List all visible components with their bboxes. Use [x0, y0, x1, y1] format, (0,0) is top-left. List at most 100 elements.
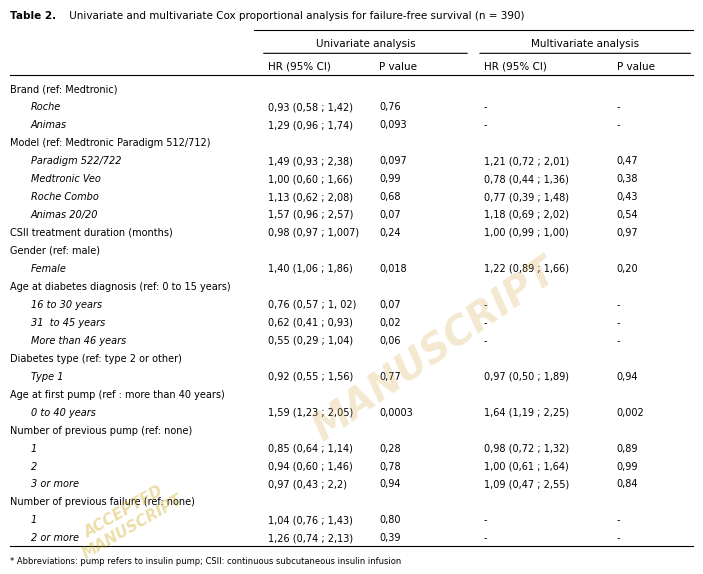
- Text: 0,97 (0,43 ; 2,2): 0,97 (0,43 ; 2,2): [268, 479, 347, 490]
- Text: 1,26 (0,74 ; 2,13): 1,26 (0,74 ; 2,13): [268, 533, 353, 544]
- Text: 31  to 45 years: 31 to 45 years: [31, 318, 105, 328]
- Text: 0,06: 0,06: [380, 336, 401, 346]
- Text: 2: 2: [31, 461, 37, 471]
- Text: 1,09 (0,47 ; 2,55): 1,09 (0,47 ; 2,55): [484, 479, 569, 490]
- Text: Animas 20/20: Animas 20/20: [31, 210, 98, 220]
- Text: 0,002: 0,002: [617, 408, 644, 418]
- Text: 0,94 (0,60 ; 1,46): 0,94 (0,60 ; 1,46): [268, 461, 353, 471]
- Text: 0,98 (0,72 ; 1,32): 0,98 (0,72 ; 1,32): [484, 444, 569, 453]
- Text: 0,94: 0,94: [617, 372, 638, 382]
- Text: 0,99: 0,99: [617, 461, 638, 471]
- Text: 0,76: 0,76: [380, 102, 401, 112]
- Text: P value: P value: [617, 62, 654, 72]
- Text: -: -: [617, 515, 620, 525]
- Text: Number of previous failure (ref: none): Number of previous failure (ref: none): [10, 498, 195, 507]
- Text: -: -: [484, 300, 487, 310]
- Text: More than 46 years: More than 46 years: [31, 336, 126, 346]
- Text: 0,018: 0,018: [380, 264, 407, 274]
- Text: 1: 1: [31, 515, 37, 525]
- Text: 1,00 (0,99 ; 1,00): 1,00 (0,99 ; 1,00): [484, 228, 569, 238]
- Text: 0,0003: 0,0003: [380, 408, 413, 418]
- Text: Age at diabetes diagnosis (ref: 0 to 15 years): Age at diabetes diagnosis (ref: 0 to 15 …: [10, 282, 231, 292]
- Text: 0,62 (0,41 ; 0,93): 0,62 (0,41 ; 0,93): [268, 318, 353, 328]
- Text: 0,39: 0,39: [380, 533, 401, 544]
- Text: Univariate and multivariate Cox proportional analysis for failure-free survival : Univariate and multivariate Cox proporti…: [65, 11, 524, 21]
- Text: -: -: [617, 120, 620, 130]
- Text: 0,98 (0,97 ; 1,007): 0,98 (0,97 ; 1,007): [268, 228, 359, 238]
- Text: 0,99: 0,99: [380, 174, 401, 184]
- Text: 1,29 (0,96 ; 1,74): 1,29 (0,96 ; 1,74): [268, 120, 353, 130]
- Text: -: -: [484, 533, 487, 544]
- Text: -: -: [484, 318, 487, 328]
- Text: 1: 1: [31, 444, 37, 453]
- Text: 1,40 (1,06 ; 1,86): 1,40 (1,06 ; 1,86): [268, 264, 353, 274]
- Text: Univariate analysis: Univariate analysis: [316, 39, 415, 49]
- Text: HR (95% CI): HR (95% CI): [268, 62, 330, 72]
- Text: 0,43: 0,43: [617, 192, 638, 202]
- Text: -: -: [484, 102, 487, 112]
- Text: 1,00 (0,60 ; 1,66): 1,00 (0,60 ; 1,66): [268, 174, 353, 184]
- Text: 0,47: 0,47: [617, 156, 638, 166]
- Text: 1,59 (1,23 ; 2,05): 1,59 (1,23 ; 2,05): [268, 408, 353, 418]
- Text: * Abbreviations: pump refers to insulin pump; CSII: continuous subcutaneous insu: * Abbreviations: pump refers to insulin …: [10, 557, 401, 566]
- Text: 0,68: 0,68: [380, 192, 401, 202]
- Text: 1,49 (0,93 ; 2,38): 1,49 (0,93 ; 2,38): [268, 156, 353, 166]
- Text: 1,04 (0,76 ; 1,43): 1,04 (0,76 ; 1,43): [268, 515, 353, 525]
- Text: -: -: [484, 336, 487, 346]
- Text: -: -: [617, 533, 620, 544]
- Text: 0,02: 0,02: [380, 318, 401, 328]
- Text: -: -: [617, 102, 620, 112]
- Text: 0,92 (0,55 ; 1,56): 0,92 (0,55 ; 1,56): [268, 372, 353, 382]
- Text: 0,85 (0,64 ; 1,14): 0,85 (0,64 ; 1,14): [268, 444, 353, 453]
- Text: 0 to 40 years: 0 to 40 years: [31, 408, 96, 418]
- Text: 0,89: 0,89: [617, 444, 638, 453]
- Text: 0,97: 0,97: [617, 228, 638, 238]
- Text: 0,76 (0,57 ; 1, 02): 0,76 (0,57 ; 1, 02): [268, 300, 356, 310]
- Text: 0,07: 0,07: [380, 210, 401, 220]
- Text: 1,21 (0,72 ; 2,01): 1,21 (0,72 ; 2,01): [484, 156, 569, 166]
- Text: 0,78 (0,44 ; 1,36): 0,78 (0,44 ; 1,36): [484, 174, 569, 184]
- Text: 0,28: 0,28: [380, 444, 401, 453]
- Text: P value: P value: [380, 62, 418, 72]
- Text: 0,54: 0,54: [617, 210, 638, 220]
- Text: 0,80: 0,80: [380, 515, 401, 525]
- Text: -: -: [617, 318, 620, 328]
- Text: -: -: [484, 120, 487, 130]
- Text: Medtronic Veo: Medtronic Veo: [31, 174, 101, 184]
- Text: Paradigm 522/722: Paradigm 522/722: [31, 156, 121, 166]
- Text: CSII treatment duration (months): CSII treatment duration (months): [10, 228, 172, 238]
- Text: Diabetes type (ref: type 2 or other): Diabetes type (ref: type 2 or other): [10, 354, 181, 364]
- Text: 0,38: 0,38: [617, 174, 638, 184]
- Text: 0,097: 0,097: [380, 156, 407, 166]
- Text: 0,20: 0,20: [617, 264, 638, 274]
- Text: 0,84: 0,84: [617, 479, 638, 490]
- Text: 1,22 (0,89 ; 1,66): 1,22 (0,89 ; 1,66): [484, 264, 569, 274]
- Text: Model (ref: Medtronic Paradigm 512/712): Model (ref: Medtronic Paradigm 512/712): [10, 138, 210, 148]
- Text: 0,94: 0,94: [380, 479, 401, 490]
- Text: -: -: [617, 336, 620, 346]
- Text: Gender (ref: male): Gender (ref: male): [10, 246, 100, 256]
- Text: 0,78: 0,78: [380, 461, 401, 471]
- Text: Roche Combo: Roche Combo: [31, 192, 98, 202]
- Text: 0,77 (0,39 ; 1,48): 0,77 (0,39 ; 1,48): [484, 192, 569, 202]
- Text: 1,57 (0,96 ; 2,57): 1,57 (0,96 ; 2,57): [268, 210, 353, 220]
- Text: Brand (ref: Medtronic): Brand (ref: Medtronic): [10, 84, 117, 94]
- Text: 0,97 (0,50 ; 1,89): 0,97 (0,50 ; 1,89): [484, 372, 569, 382]
- Text: 1,18 (0,69 ; 2,02): 1,18 (0,69 ; 2,02): [484, 210, 569, 220]
- Text: 0,93 (0,58 ; 1,42): 0,93 (0,58 ; 1,42): [268, 102, 353, 112]
- Text: 1,64 (1,19 ; 2,25): 1,64 (1,19 ; 2,25): [484, 408, 569, 418]
- Text: Roche: Roche: [31, 102, 61, 112]
- Text: -: -: [484, 515, 487, 525]
- Text: 2 or more: 2 or more: [31, 533, 79, 544]
- Text: Number of previous pump (ref: none): Number of previous pump (ref: none): [10, 425, 192, 436]
- Text: Type 1: Type 1: [31, 372, 63, 382]
- Text: 1,00 (0,61 ; 1,64): 1,00 (0,61 ; 1,64): [484, 461, 569, 471]
- Text: Table 2.: Table 2.: [10, 11, 56, 21]
- Text: Female: Female: [31, 264, 67, 274]
- Text: 0,55 (0,29 ; 1,04): 0,55 (0,29 ; 1,04): [268, 336, 353, 346]
- Text: -: -: [617, 300, 620, 310]
- Text: 0,093: 0,093: [380, 120, 407, 130]
- Text: 0,77: 0,77: [380, 372, 401, 382]
- Text: ACCEPTED
MANUSCRIPT: ACCEPTED MANUSCRIPT: [71, 477, 186, 562]
- Text: Age at first pump (ref : more than 40 years): Age at first pump (ref : more than 40 ye…: [10, 390, 224, 400]
